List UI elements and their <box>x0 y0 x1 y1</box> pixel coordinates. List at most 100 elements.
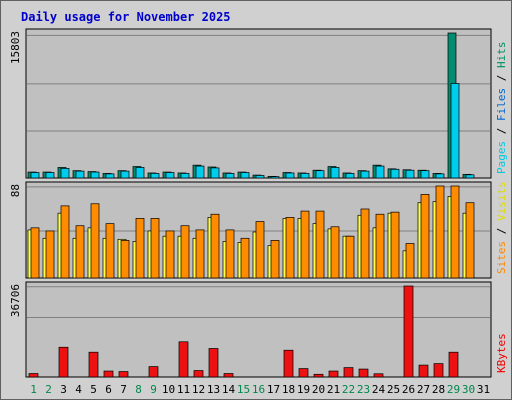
bar-sites-day-8 <box>135 218 145 279</box>
x-tick-day-16: 16 <box>252 383 265 396</box>
bar-kbytes-day-21 <box>328 370 339 378</box>
bar-pages-day-25 <box>390 168 400 179</box>
bar-kbytes-day-5 <box>88 351 99 378</box>
bar-kbytes-day-11 <box>178 341 189 378</box>
x-tick-day-23: 23 <box>357 383 370 396</box>
x-tick-day-3: 3 <box>60 383 67 396</box>
bar-sites-day-19 <box>300 210 310 279</box>
legend-kbytes: KBytes <box>495 333 508 373</box>
bar-sites-day-10 <box>165 230 175 279</box>
bar-kbytes-day-3 <box>58 346 69 378</box>
bar-pages-day-26 <box>405 169 415 179</box>
bar-kbytes-day-13 <box>208 348 219 378</box>
bar-pages-day-24 <box>375 165 385 179</box>
legend-entry: / <box>495 121 508 141</box>
plot-area <box>25 28 492 179</box>
bar-sites-day-1 <box>30 227 40 279</box>
bar-sites-day-16 <box>255 221 265 279</box>
bar-sites-day-23 <box>360 208 370 279</box>
bar-pages-day-6 <box>105 173 115 179</box>
x-tick-day-17: 17 <box>267 383 280 396</box>
bar-sites-day-30 <box>465 202 475 279</box>
bar-pages-day-19 <box>300 173 310 179</box>
x-tick-day-10: 10 <box>162 383 175 396</box>
bar-pages-day-13 <box>210 167 220 179</box>
legend-visits-sites: Sites / Visits <box>495 181 508 274</box>
x-tick-day-12: 12 <box>192 383 205 396</box>
bar-sites-day-2 <box>45 230 55 279</box>
x-tick-day-31: 31 <box>477 383 490 396</box>
x-tick-day-4: 4 <box>75 383 82 396</box>
bar-pages-day-1 <box>30 172 40 179</box>
bar-sites-day-5 <box>90 203 100 279</box>
x-tick-day-21: 21 <box>327 383 340 396</box>
bar-pages-day-4 <box>75 170 85 179</box>
x-tick-day-30: 30 <box>462 383 475 396</box>
legend-entry: Visits <box>495 181 508 221</box>
bar-sites-day-12 <box>195 229 205 279</box>
series-sites <box>30 185 475 279</box>
bar-pages-day-17 <box>270 176 280 179</box>
x-tick-day-11: 11 <box>177 383 190 396</box>
x-tick-day-2: 2 <box>45 383 52 396</box>
legend-entry: Pages <box>495 141 508 174</box>
series-kbytes <box>28 285 459 378</box>
bar-kbytes-day-6 <box>103 370 114 378</box>
bar-pages-day-12 <box>195 165 205 179</box>
bar-pages-day-3 <box>60 168 70 179</box>
x-tick-day-6: 6 <box>105 383 112 396</box>
legend-entry: Hits <box>495 42 508 69</box>
x-tick-day-20: 20 <box>312 383 325 396</box>
x-tick-day-22: 22 <box>342 383 355 396</box>
x-tick-day-14: 14 <box>222 383 236 396</box>
bar-pages-day-2 <box>45 172 55 179</box>
bar-sites-day-25 <box>390 211 400 279</box>
bar-kbytes-day-7 <box>118 371 129 378</box>
bar-pages-day-20 <box>315 170 325 179</box>
panel-hits-files-pages: 15803 Pages / Files / Hits <box>9 28 508 179</box>
plot-area <box>25 281 492 378</box>
x-tick-day-19: 19 <box>297 383 310 396</box>
bar-kbytes-day-1 <box>28 373 39 378</box>
bar-sites-day-9 <box>150 218 160 279</box>
bar-kbytes-day-14 <box>223 373 234 378</box>
x-tick-day-24: 24 <box>372 383 386 396</box>
bar-sites-day-22 <box>345 235 355 279</box>
bar-sites-day-6 <box>105 223 115 279</box>
bar-pages-day-23 <box>360 170 370 179</box>
bar-kbytes-day-9 <box>148 366 159 378</box>
y-axis-max-label: 36706 <box>9 284 22 317</box>
bar-sites-day-20 <box>315 210 325 279</box>
bar-sites-day-29 <box>450 185 460 279</box>
bar-pages-day-30 <box>465 174 475 179</box>
bar-pages-day-15 <box>240 172 250 179</box>
x-tick-day-7: 7 <box>120 383 127 396</box>
bar-pages-day-16 <box>255 175 265 179</box>
bar-sites-day-21 <box>330 226 340 279</box>
legend-entry: Files <box>495 88 508 121</box>
bar-kbytes-day-24 <box>373 373 384 378</box>
bar-pages-day-5 <box>90 171 100 179</box>
bar-pages-day-9 <box>150 173 160 179</box>
bar-pages-day-29 <box>450 83 460 179</box>
panel-kbytes: 36706 KBytes <box>9 281 508 378</box>
bar-sites-day-18 <box>285 217 295 279</box>
bar-pages-day-28 <box>435 173 445 179</box>
bar-sites-day-27 <box>420 194 430 279</box>
bar-sites-day-17 <box>270 240 280 279</box>
x-tick-day-15: 15 <box>237 383 250 396</box>
y-axis-max-label: 88 <box>9 184 22 197</box>
bar-sites-day-26 <box>405 243 415 279</box>
bar-kbytes-day-27 <box>418 364 429 378</box>
bar-kbytes-day-22 <box>343 367 354 378</box>
bar-sites-day-28 <box>435 185 445 279</box>
x-tick-day-18: 18 <box>282 383 295 396</box>
bar-kbytes-day-20 <box>313 373 324 378</box>
series-pages <box>30 83 475 179</box>
x-tick-day-8: 8 <box>135 383 142 396</box>
legend-hits-files-pages: Pages / Files / Hits <box>495 42 508 175</box>
x-tick-day-5: 5 <box>90 383 97 396</box>
bar-kbytes-day-26 <box>403 285 414 378</box>
